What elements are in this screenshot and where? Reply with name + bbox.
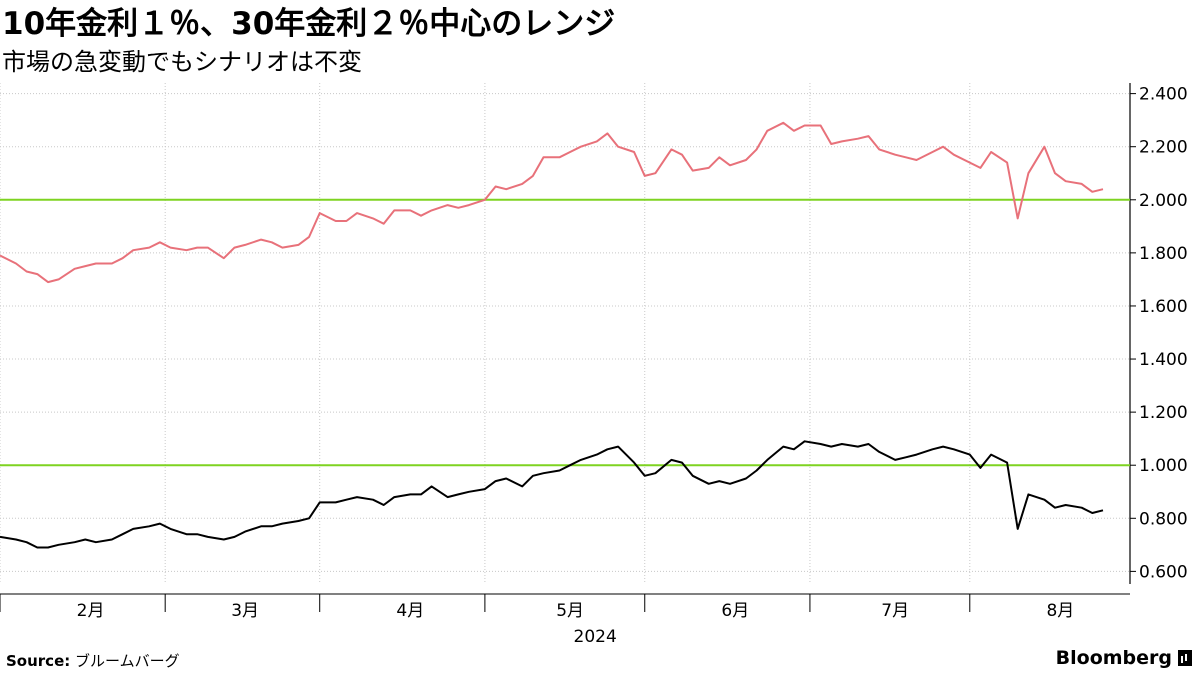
brand-name: Bloomberg	[1055, 647, 1172, 669]
series-line-10y	[0, 440, 1104, 549]
x-tick-label: 5月	[556, 601, 584, 621]
y-tick-label: 1.600	[1139, 297, 1188, 317]
x-tick-label: 4月	[396, 601, 424, 621]
y-tick-label: 2.400	[1139, 85, 1188, 105]
series-line-30y	[0, 121, 1104, 284]
chart-subtitle: 市場の急変動でもシナリオは不変	[2, 48, 362, 76]
y-tick-label: 1.800	[1139, 244, 1188, 264]
x-tick-label: 3月	[231, 601, 259, 621]
y-tick-label: 0.800	[1139, 509, 1188, 529]
bloomberg-chart-icon	[1178, 650, 1192, 666]
x-axis-year-label: 2024	[574, 627, 617, 647]
x-tick-label: 7月	[881, 601, 909, 621]
source-note: Source: ブルームバーグ	[6, 650, 180, 671]
y-tick-label: 2.000	[1139, 191, 1188, 211]
x-tick-label: 2月	[77, 601, 105, 621]
x-tick-label: 6月	[721, 601, 749, 621]
y-tick-label: 1.200	[1139, 403, 1188, 423]
y-tick-label: 1.400	[1139, 350, 1188, 370]
chart-title: 10年金利１％、30年金利２％中心のレンジ	[2, 6, 616, 42]
source-label: Source:	[6, 652, 71, 670]
source-text: ブルームバーグ	[75, 652, 180, 670]
bloomberg-logo: Bloomberg	[1056, 647, 1192, 669]
x-tick-label: 8月	[1046, 601, 1074, 621]
y-tick-label: 0.600	[1139, 562, 1188, 582]
y-tick-label: 2.200	[1139, 138, 1188, 158]
y-tick-label: 1.000	[1139, 456, 1188, 476]
